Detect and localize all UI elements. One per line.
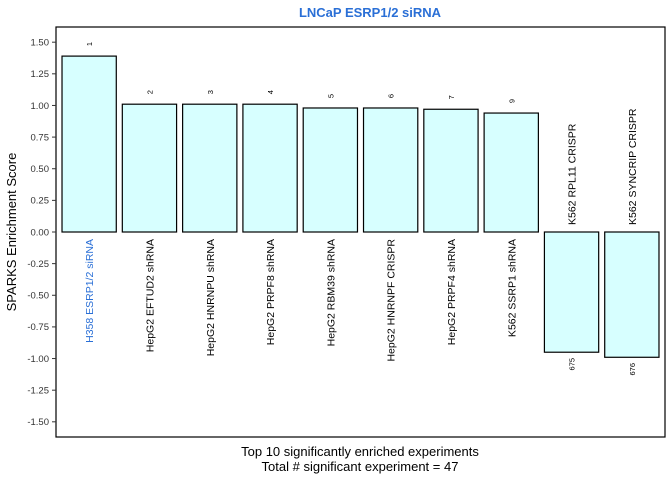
y-tick-label: -1.25 bbox=[27, 385, 49, 396]
y-tick-label: 0.50 bbox=[31, 164, 50, 175]
x-axis-title-line-2: Total # significant experiment = 47 bbox=[262, 459, 459, 474]
bar bbox=[121, 103, 178, 233]
y-tick-label: -0.75 bbox=[27, 322, 49, 333]
category-label: HepG2 PRPF4 shRNA bbox=[446, 239, 458, 345]
rank-label: 2 bbox=[145, 90, 154, 94]
category-label: HepG2 HNRNPF CRISPR bbox=[386, 239, 398, 362]
chart-title: LNCaP ESRP1/2 siRNA bbox=[299, 5, 442, 20]
rank-label: 4 bbox=[266, 90, 275, 94]
rank-label: 1 bbox=[85, 42, 94, 46]
rank-label: 6 bbox=[387, 94, 396, 98]
y-tick-label: 0.00 bbox=[31, 227, 50, 238]
bar bbox=[302, 107, 359, 233]
y-tick-label: -1.50 bbox=[27, 417, 49, 428]
category-label: K562 SSRP1 shRNA bbox=[506, 239, 518, 337]
y-tick-label: 1.00 bbox=[31, 101, 50, 112]
rank-label: 7 bbox=[447, 95, 456, 99]
category-label: H358 ESRP1/2 siRNA bbox=[84, 239, 96, 343]
category-label: HepG2 PRPF8 shRNA bbox=[265, 239, 277, 345]
bar bbox=[604, 231, 660, 358]
y-tick-label: -1.00 bbox=[27, 354, 49, 365]
y-tick-label: 1.50 bbox=[31, 37, 50, 48]
bar bbox=[242, 103, 298, 233]
bar bbox=[423, 108, 479, 233]
category-label: K562 RPL11 CRISPR bbox=[567, 123, 579, 225]
rank-label: 675 bbox=[568, 358, 577, 371]
bar bbox=[543, 231, 600, 353]
category-label: K562 SYNCRIP CRISPR bbox=[627, 108, 639, 225]
category-label: HepG2 EFTUD2 shRNA bbox=[144, 239, 156, 352]
bars: 1 H358 ESRP1/2 siRNA 2 HepG2 EFTUD2 shRNA 3 H… bbox=[61, 42, 660, 376]
bar bbox=[61, 55, 117, 233]
rank-label: 5 bbox=[326, 94, 335, 98]
bar bbox=[182, 103, 238, 233]
rank-label: 676 bbox=[628, 363, 637, 376]
y-axis-title: SPARKS Enrichment Score bbox=[4, 153, 19, 312]
bar bbox=[362, 107, 419, 233]
y-tick-label: -0.50 bbox=[27, 291, 49, 302]
y-tick-label: 0.25 bbox=[31, 196, 50, 207]
y-axis: -1.50 -1.25 -1.00 -0.75 -0.50 -0.25 0.00 0.25 0.… bbox=[27, 37, 56, 428]
rank-label: 9 bbox=[507, 99, 516, 103]
category-label: HepG2 RBM39 shRNA bbox=[325, 239, 337, 346]
rank-label: 3 bbox=[206, 90, 215, 94]
y-tick-label: 1.25 bbox=[31, 69, 50, 80]
bar bbox=[483, 112, 539, 233]
y-tick-label: -0.25 bbox=[27, 259, 49, 270]
category-label: HepG2 HNRNPU shRNA bbox=[205, 239, 217, 356]
y-tick-label: 0.75 bbox=[31, 132, 50, 143]
x-axis-title-line-1: Top 10 significantly enriched experiment… bbox=[241, 444, 479, 459]
